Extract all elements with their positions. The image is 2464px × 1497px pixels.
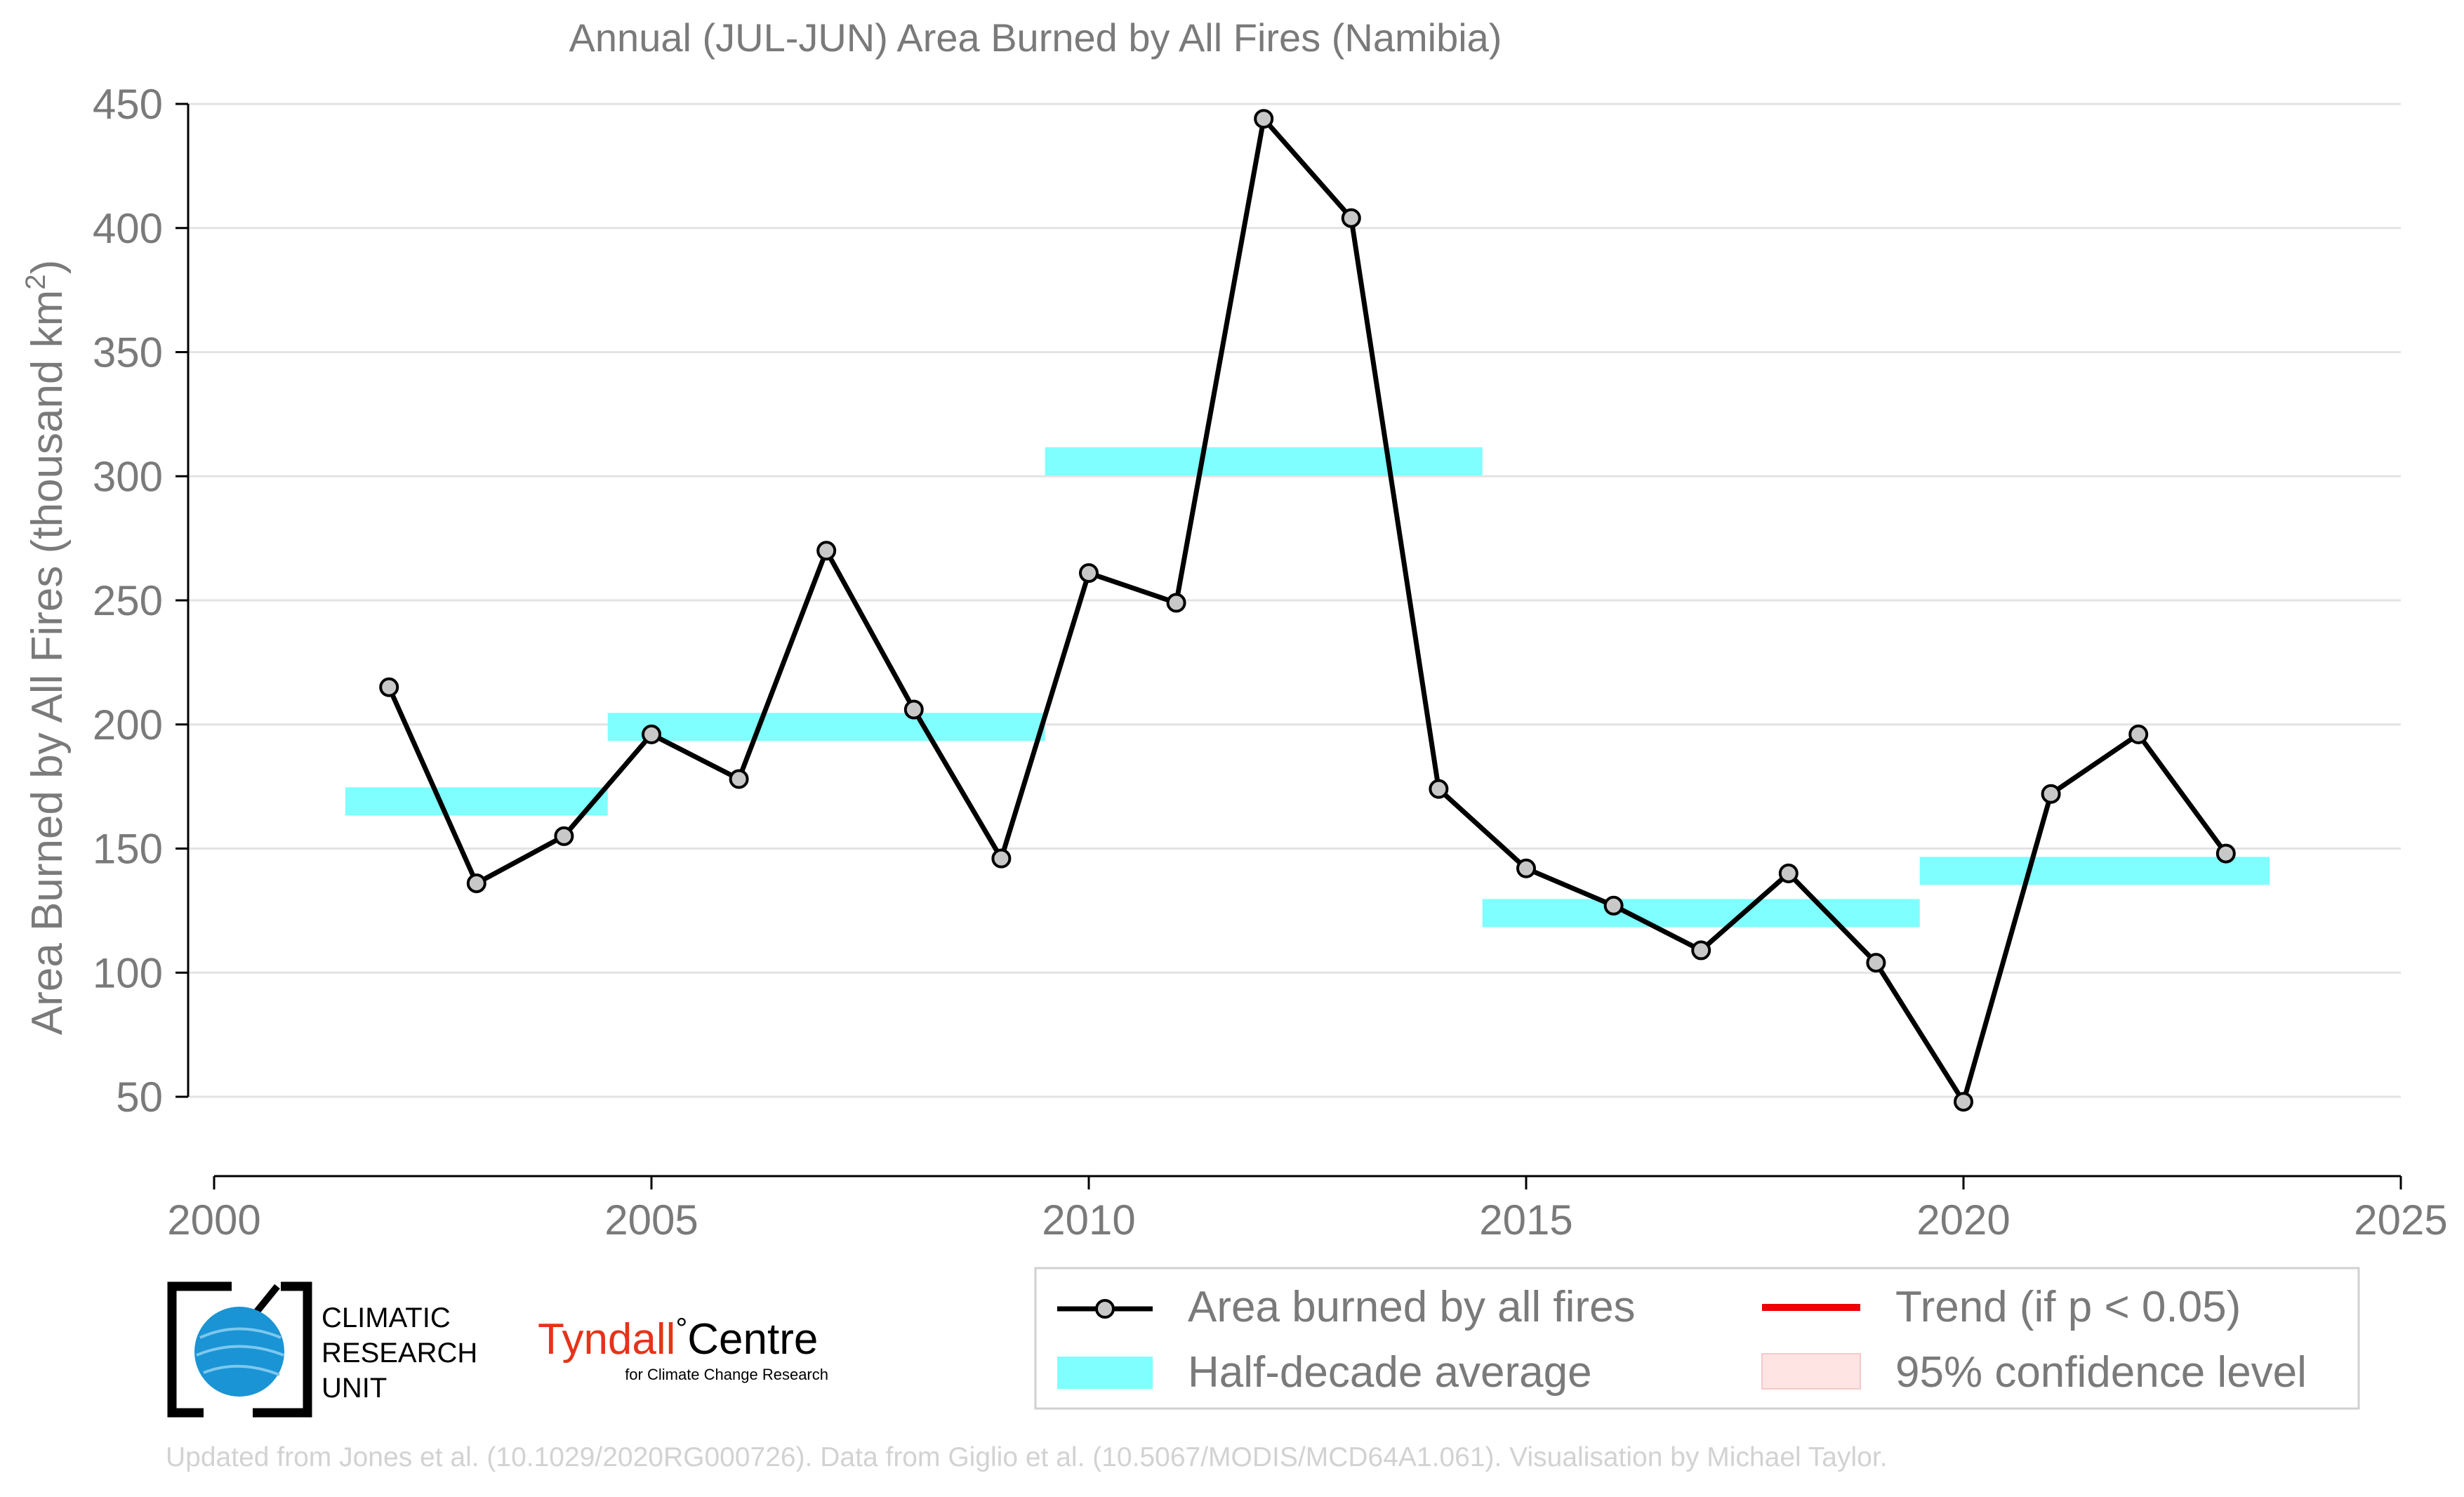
data-point-2009: [991, 848, 1012, 869]
cru-bracket-icon: [167, 1281, 232, 1418]
legend-half-decade-swatch: [1057, 1357, 1153, 1389]
data-point-2023: [2215, 843, 2236, 864]
data-line: [387, 116, 2228, 1104]
legend: Area burned by all fires Trend (if p < 0…: [1034, 1267, 2360, 1410]
half-decade-bar-4: [1482, 899, 1920, 928]
half-decade-bar-2: [607, 713, 1045, 741]
tyndall-centre: Centre: [687, 1315, 818, 1364]
data-point-2002: [379, 677, 399, 697]
y-tick-label-150: 150: [93, 826, 163, 873]
data-point-2004: [554, 826, 574, 846]
svg-text:Tyndall°Centre: Tyndall°Centre: [538, 1312, 818, 1364]
legend-label-half-decade: Half-decade average: [1188, 1348, 1592, 1397]
legend-box: [1034, 1267, 2360, 1410]
data-point-2017: [1691, 940, 1711, 961]
legend-marker-icon: [1095, 1299, 1115, 1319]
data-point-2013: [1341, 208, 1361, 228]
gridlines: [188, 103, 2401, 1098]
tyndall-subtitle: for Climate Change Research: [625, 1366, 828, 1383]
data-point-2016: [1603, 895, 1624, 916]
legend-label-area: Area burned by all fires: [1188, 1283, 1636, 1331]
y-tick-label-200: 200: [93, 701, 163, 748]
data-point-2019: [1866, 953, 1886, 973]
data-point-2010: [1079, 563, 1099, 583]
cru-logo: CLIMATIC RESEARCH UNIT: [167, 1281, 477, 1418]
data-point-2011: [1166, 593, 1186, 613]
chart-title: Annual (JUL-JUN) Area Burned by All Fire…: [569, 15, 1502, 60]
y-tick-label-250: 250: [93, 577, 163, 624]
data-point-2003: [466, 873, 486, 893]
data-point-2020: [1954, 1092, 1973, 1112]
globe-icon: [194, 1307, 284, 1397]
x-ticks: 2000 2005 2010 2015 2020 2025: [167, 1176, 2448, 1244]
y-ticks: 50 100 150 200 250 300 350 400 450: [93, 81, 188, 1121]
tyndall-logo: Tyndall°Centre for Climate Change Resear…: [538, 1312, 828, 1383]
x-tick-label-2010: 2010: [1042, 1196, 1135, 1244]
data-point-2022: [2128, 724, 2149, 744]
series-line: [387, 116, 2228, 1104]
footer-credit: Updated from Jones et al. (10.1029/2020R…: [166, 1442, 1888, 1472]
y-tick-label-50: 50: [116, 1074, 163, 1121]
data-point-2018: [1778, 863, 1799, 883]
legend-label-confidence: 95% confidence level: [1895, 1348, 2307, 1397]
y-tick-label-300: 300: [93, 453, 163, 500]
data-point-2012: [1254, 109, 1274, 129]
cru-text-line-2: RESEARCH: [322, 1338, 477, 1369]
y-tick-label-400: 400: [93, 205, 163, 252]
x-tick-label-2000: 2000: [167, 1196, 260, 1244]
tyndall-degree: °: [675, 1312, 687, 1345]
data-point-2005: [642, 724, 661, 744]
legend-label-trend: Trend (if p < 0.05): [1895, 1283, 2241, 1331]
half-decade-bar-1: [345, 787, 608, 816]
y-tick-label-100: 100: [93, 949, 163, 996]
legend-confidence-swatch: [1761, 1353, 1861, 1390]
data-point-2008: [903, 699, 924, 720]
data-points: [379, 109, 2236, 1112]
y-axis-label: Area Burned by All Fires (thousand km2): [20, 260, 72, 1035]
cru-bracket-right-icon: [253, 1281, 312, 1418]
cru-text-line-3: UNIT: [322, 1373, 387, 1404]
data-point-2007: [816, 541, 837, 561]
y-tick-label-450: 450: [93, 81, 163, 128]
data-point-2006: [729, 769, 749, 789]
tyndall-name: Tyndall: [538, 1315, 675, 1364]
half-decade-bars: [345, 447, 2270, 928]
y-tick-label-350: 350: [93, 329, 163, 376]
x-tick-label-2005: 2005: [604, 1196, 698, 1244]
half-decade-bar-5: [1919, 857, 2270, 885]
half-decade-bar-3: [1045, 447, 1483, 476]
data-point-2014: [1429, 779, 1449, 799]
cru-text-line-1: CLIMATIC: [322, 1303, 451, 1333]
x-tick-label-2025: 2025: [2354, 1196, 2447, 1244]
data-point-2015: [1516, 858, 1536, 878]
x-tick-label-2020: 2020: [1916, 1196, 2010, 1244]
data-point-2021: [2041, 784, 2061, 804]
x-tick-label-2015: 2015: [1479, 1196, 1572, 1244]
